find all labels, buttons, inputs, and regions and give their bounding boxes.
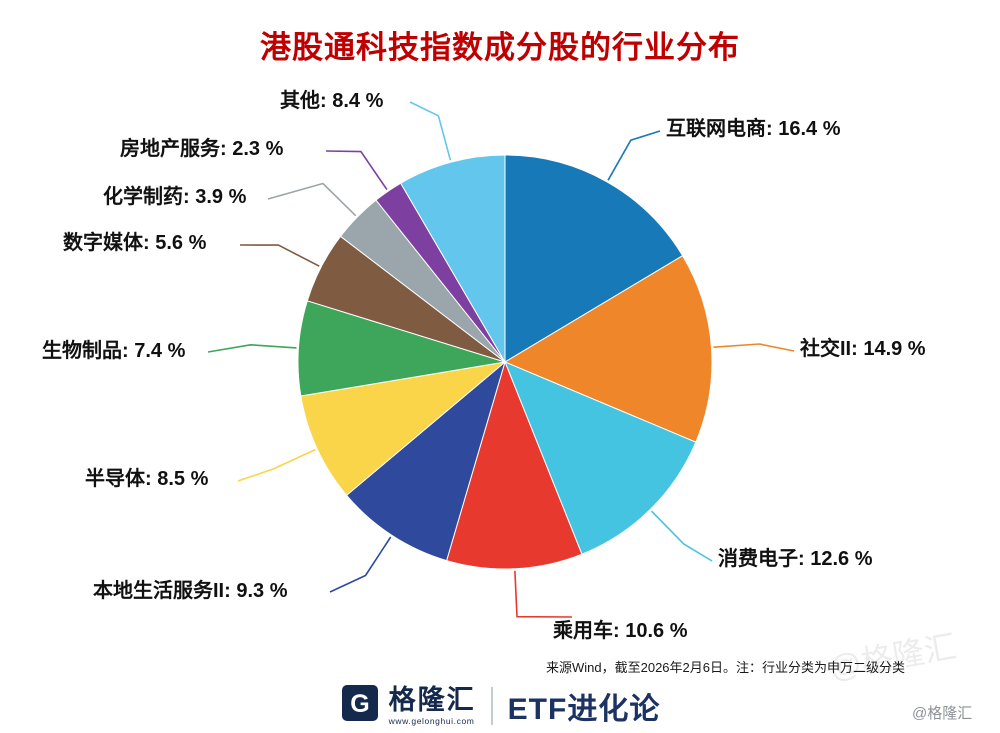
leader-line-9 (325, 150, 388, 191)
leader-line-2 (650, 510, 713, 562)
svg-text:G: G (350, 690, 369, 718)
pie-slice-2 (504, 361, 697, 555)
slice-label-2: 消费电子: 12.6 % (718, 548, 873, 570)
leader-line-0 (607, 130, 661, 181)
leader-line-7 (239, 244, 320, 267)
slice-label-4: 本地生活服务II: 9.3 % (93, 580, 288, 602)
slice-label-5: 半导体: 8.5 % (85, 468, 209, 490)
pie-slice-0 (504, 154, 684, 363)
brand-channel: ETF进化论 (507, 692, 661, 726)
watermark-handle: @格隆汇 (912, 705, 973, 722)
slice-label-7: 数字媒体: 5.6 % (63, 232, 207, 254)
brand-footer: G 格隆汇 www.gelonghui.com ETF进化论 (0, 683, 1000, 728)
leader-line-1 (713, 343, 795, 352)
brand-text-block: 格隆汇 www.gelonghui.com (389, 686, 476, 726)
pie-slice-10 (400, 154, 506, 364)
brand-url: www.gelonghui.com (388, 715, 475, 726)
leader-line-8 (267, 182, 357, 217)
pie-slice-3 (445, 360, 583, 570)
pie-slice-1 (503, 255, 713, 443)
pie-slice-4 (345, 360, 506, 562)
leader-line-10 (409, 101, 452, 161)
leader-line-6 (207, 344, 297, 353)
slice-label-1: 社交II: 14.9 % (800, 338, 926, 360)
slice-label-3: 乘用车: 10.6 % (553, 620, 688, 642)
source-note: 来源Wind，截至2026年2月6日。注：行业分类为申万二级分类 (546, 660, 905, 675)
slice-label-10: 其他: 8.4 % (280, 90, 384, 112)
pie-slice-6 (297, 300, 506, 397)
leader-line-3 (514, 570, 573, 618)
page-title: 港股通科技指数成分股的行业分布 (260, 30, 740, 65)
brand-divider (490, 686, 493, 725)
brand-name: 格隆汇 (388, 684, 476, 715)
leader-line-4 (329, 536, 392, 593)
slice-label-6: 生物制品: 7.4 % (42, 340, 186, 362)
slice-label-8: 化学制药: 3.9 % (103, 186, 247, 208)
pie-slice-5 (300, 361, 507, 497)
gelonghui-logo-icon: G (340, 683, 380, 728)
leader-line-5 (237, 448, 316, 482)
slice-label-9: 房地产服务: 2.3 % (120, 138, 284, 160)
slice-label-0: 互联网电商: 16.4 % (666, 118, 841, 140)
